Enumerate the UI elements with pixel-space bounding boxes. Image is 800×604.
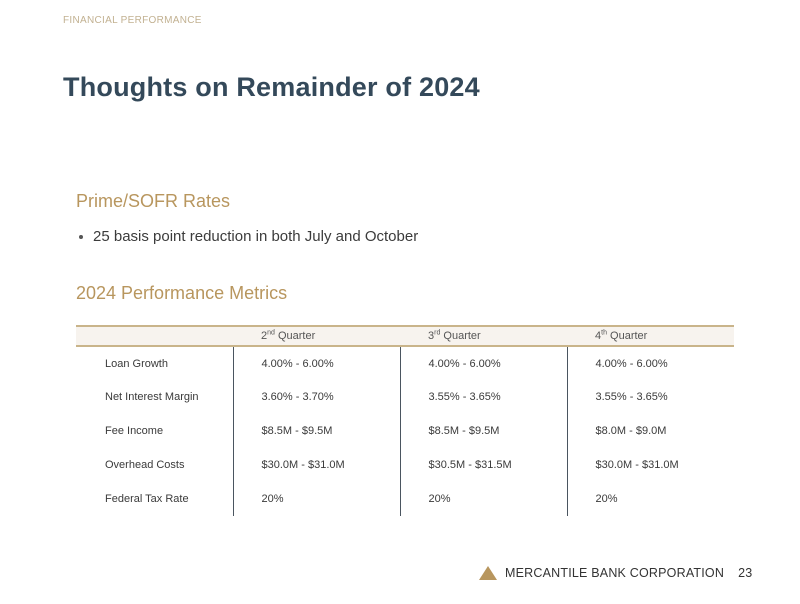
table-row: Loan Growth 4.00% - 6.00% 4.00% - 6.00% … xyxy=(76,346,734,380)
metrics-table: 2nd Quarter 3rd Quarter 4th Quarter Loan… xyxy=(76,325,734,516)
cell-q3: 3.55% - 3.65% xyxy=(399,380,567,414)
bullet-icon xyxy=(79,234,83,239)
triangle-logo-icon xyxy=(479,566,497,580)
rates-heading: Prime/SOFR Rates xyxy=(76,191,231,211)
cell-q2: 3.60% - 3.70% xyxy=(232,380,400,414)
header-q3: 3rd Quarter xyxy=(400,325,567,347)
table-row: Overhead Costs $30.0M - $31.0M $30.5M - … xyxy=(76,448,734,482)
header-q2: 2nd Quarter xyxy=(233,325,400,347)
cell-q4: 20% xyxy=(566,482,734,516)
table-row: Federal Tax Rate 20% 20% 20% xyxy=(76,482,734,516)
cell-q2: $30.0M - $31.0M xyxy=(232,448,400,482)
cell-q2: 4.00% - 6.00% xyxy=(232,346,400,380)
table-header-row: 2nd Quarter 3rd Quarter 4th Quarter xyxy=(76,325,734,347)
page-title: Thoughts on Remainder of 2024 xyxy=(63,72,480,102)
section-label: FINANCIAL PERFORMANCE xyxy=(63,15,202,26)
cell-q4: $30.0M - $31.0M xyxy=(566,448,734,482)
cell-q4: 4.00% - 6.00% xyxy=(566,346,734,380)
header-q4: 4th Quarter xyxy=(567,325,734,347)
table-row: Fee Income $8.5M - $9.5M $8.5M - $9.5M $… xyxy=(76,414,734,448)
footer: MERCANTILE BANK CORPORATION 23 xyxy=(479,566,752,580)
company-name: MERCANTILE BANK CORPORATION xyxy=(505,566,725,580)
cell-q2: 20% xyxy=(232,482,400,516)
cell-q4: 3.55% - 3.65% xyxy=(566,380,734,414)
rates-bullet: 25 basis point reduction in both July an… xyxy=(79,228,418,245)
row-label: Overhead Costs xyxy=(105,459,185,471)
cell-q3: 4.00% - 6.00% xyxy=(399,346,567,380)
header-empty xyxy=(76,325,233,347)
cell-q3: $30.5M - $31.5M xyxy=(399,448,567,482)
row-label: Loan Growth xyxy=(105,357,168,370)
row-label: Net Interest Margin xyxy=(105,391,199,403)
row-label: Federal Tax Rate xyxy=(105,493,189,505)
cell-q3: 20% xyxy=(399,482,567,516)
page-number: 23 xyxy=(738,566,753,580)
bullet-text: 25 basis point reduction in both July an… xyxy=(93,228,419,245)
cell-q4: $8.0M - $9.0M xyxy=(566,414,734,448)
cell-q3: $8.5M - $9.5M xyxy=(399,414,567,448)
cell-q2: $8.5M - $9.5M xyxy=(232,414,400,448)
table-row: Net Interest Margin 3.60% - 3.70% 3.55% … xyxy=(76,380,734,414)
row-label: Fee Income xyxy=(105,425,164,437)
metrics-heading: 2024 Performance Metrics xyxy=(76,283,288,303)
